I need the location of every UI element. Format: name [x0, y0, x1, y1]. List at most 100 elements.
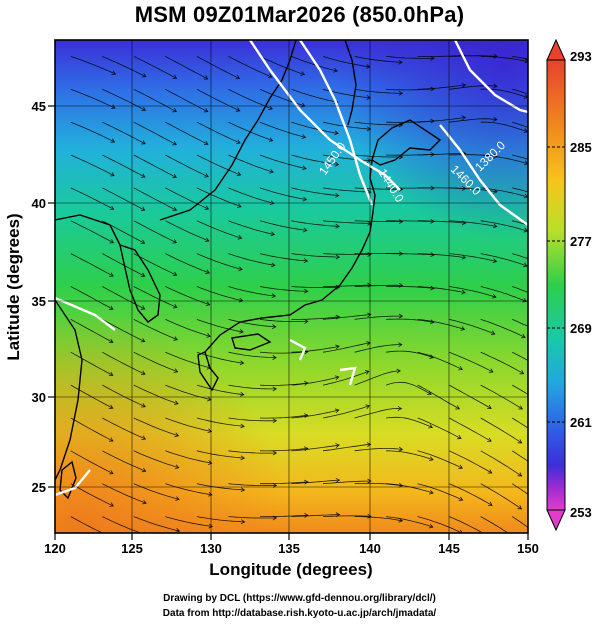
- streamline: [165, 483, 213, 496]
- streamline-arrowhead: [272, 324, 277, 329]
- streamline: [291, 253, 340, 258]
- streamline: [259, 253, 308, 262]
- streamline-arrowhead: [461, 289, 466, 295]
- streamline: [102, 351, 146, 375]
- streamline-arrowhead: [456, 434, 462, 440]
- streamline-arrowhead: [108, 404, 114, 409]
- streamline-arrowhead: [239, 329, 244, 334]
- streamline-arrowhead: [304, 288, 309, 294]
- streamline-arrowhead: [111, 70, 117, 75]
- streamline-arrowhead: [304, 413, 309, 419]
- contour-center: [289, 338, 357, 386]
- y-tick-35: 35: [32, 294, 46, 309]
- streamline: [417, 84, 466, 90]
- streamline-arrowhead: [141, 435, 147, 440]
- streamline: [354, 88, 403, 94]
- streamline: [449, 253, 497, 262]
- streamline-arrowhead: [430, 319, 435, 325]
- colorbar: 293 285 277 269 261 253: [546, 38, 592, 532]
- streamline: [291, 56, 338, 72]
- streamline-arrowhead: [397, 406, 403, 411]
- streamline: [322, 314, 371, 320]
- streamline-arrowhead: [271, 262, 276, 268]
- streamline: [512, 319, 528, 327]
- streamline-arrowhead: [461, 254, 467, 260]
- y-tick-25: 25: [32, 480, 46, 495]
- streamline: [133, 351, 178, 373]
- streamline-arrowhead: [141, 73, 147, 78]
- streamline: [259, 154, 307, 169]
- streamline: [70, 154, 115, 177]
- streamline: [70, 88, 116, 109]
- colorbar-label-261: 261: [570, 415, 592, 430]
- streamline: [228, 286, 276, 297]
- streamline: [70, 351, 113, 376]
- x-tick-125: 125: [121, 541, 143, 556]
- x-tick-135: 135: [278, 541, 300, 556]
- height-contours: [55, 40, 528, 497]
- streamline-arrowhead: [458, 464, 464, 469]
- streamline-arrowhead: [428, 424, 434, 429]
- streamline-arrowhead: [398, 122, 404, 128]
- streamline-arrowhead: [172, 206, 178, 211]
- y-axis-label: Latitude (degrees): [4, 213, 23, 360]
- streamline-arrowhead: [303, 227, 308, 233]
- streamline: [102, 187, 145, 211]
- streamline: [70, 286, 114, 310]
- streamline: [291, 479, 340, 485]
- streamline: [512, 154, 528, 160]
- streamline: [386, 416, 433, 428]
- streamline: [228, 450, 277, 454]
- streamline: [228, 187, 274, 204]
- streamline: [196, 319, 244, 333]
- streamline-arrowhead: [235, 107, 241, 112]
- streamline: [102, 384, 146, 408]
- footer-credit-data: Data from http://database.rish.kyoto-u.a…: [162, 608, 437, 619]
- streamline: [70, 483, 114, 507]
- streamline: [480, 417, 522, 444]
- colorbar-label-285: 285: [570, 140, 592, 155]
- streamline-arrowhead: [364, 370, 370, 375]
- streamline-arrowhead: [493, 83, 498, 89]
- streamline-arrowhead: [523, 262, 528, 268]
- colorbar-bar: [546, 59, 566, 511]
- colorbar-label-293: 293: [570, 49, 592, 64]
- streamline: [102, 286, 145, 310]
- graticule: [55, 40, 528, 533]
- korea-coast: [119, 243, 161, 323]
- streamline-arrowhead: [237, 203, 242, 208]
- streamline-arrowhead: [272, 386, 277, 392]
- streamline: [259, 382, 308, 386]
- streamline-arrowhead: [455, 405, 460, 410]
- streamline-arrowhead: [300, 71, 306, 76]
- streamline: [354, 448, 403, 452]
- streamline: [259, 88, 306, 107]
- streamline: [512, 384, 528, 395]
- streamline: [354, 344, 402, 353]
- streamline: [449, 55, 498, 57]
- streamline: [196, 253, 243, 270]
- streamline: [133, 253, 177, 276]
- streamline-arrowhead: [366, 126, 372, 132]
- streamline: [480, 56, 528, 62]
- streamline: [417, 253, 466, 258]
- streamline: [259, 220, 307, 231]
- streamline: [511, 516, 528, 528]
- contour-1450: [299, 40, 374, 206]
- x-tick-145: 145: [438, 541, 460, 556]
- streamline: [291, 88, 338, 103]
- streamline: [417, 220, 466, 224]
- streamline-arrowhead: [547, 541, 551, 545]
- streamline-arrowhead: [174, 464, 180, 470]
- streamline-arrowhead: [172, 173, 177, 179]
- streamline-arrowhead: [521, 333, 526, 339]
- streamline: [196, 351, 244, 364]
- streamline: [354, 121, 403, 126]
- streamline-arrowhead: [172, 271, 178, 276]
- streamline: [133, 154, 177, 178]
- streamline: [354, 407, 402, 419]
- streamline-arrowhead: [240, 455, 246, 461]
- streamline-arrowhead: [109, 272, 114, 277]
- streamline-arrowhead: [398, 219, 404, 225]
- streamline-arrowhead: [517, 439, 523, 444]
